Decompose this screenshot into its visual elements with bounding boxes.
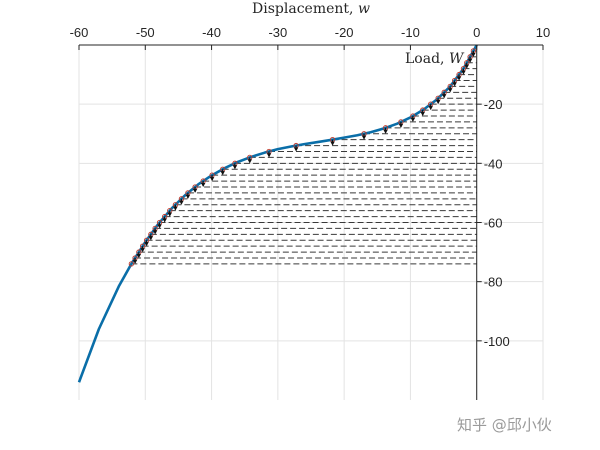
load-step-arrowhead bbox=[136, 254, 142, 258]
watermark-text: 知乎 @邱小伙 bbox=[457, 416, 552, 434]
load-step-arrowhead bbox=[192, 188, 198, 193]
load-step-arrowhead bbox=[247, 159, 252, 164]
load-step-arrowhead bbox=[232, 165, 238, 170]
load-step-arrowhead bbox=[209, 177, 215, 182]
y-tick-label: -60 bbox=[484, 216, 503, 231]
load-step-arrowhead bbox=[266, 153, 272, 158]
x-ticks: -60 -50 -40 -30 -20 -10 0 10 bbox=[70, 25, 550, 50]
load-step-arrowhead bbox=[330, 141, 335, 146]
x-tick-label: -40 bbox=[202, 25, 221, 40]
load-step-arrowhead bbox=[398, 123, 404, 128]
load-step-markers bbox=[128, 48, 477, 267]
load-step-arrowhead bbox=[441, 94, 447, 99]
x-axis-title: Displacement, w bbox=[252, 1, 370, 17]
y-axis-title-text: Load, bbox=[405, 51, 449, 67]
load-step-lines bbox=[131, 50, 477, 265]
load-step-arrowhead bbox=[179, 200, 184, 205]
y-axis-title: Load, W bbox=[405, 51, 465, 67]
load-step-arrowhead bbox=[200, 183, 206, 187]
load-step-arrowhead bbox=[220, 171, 225, 176]
y-ticks: -20 -40 -60 -80 -100 bbox=[476, 97, 510, 349]
load-step-arrowhead bbox=[185, 194, 191, 199]
x-axis-title-symbol: w bbox=[358, 1, 370, 17]
load-step-arrowhead bbox=[420, 112, 425, 116]
x-axis-title-text: Displacement, bbox=[252, 1, 358, 17]
load-step-arrowhead bbox=[448, 88, 453, 93]
x-tick-label: -50 bbox=[136, 25, 155, 40]
load-step-arrowhead bbox=[157, 224, 162, 229]
x-tick-label: -20 bbox=[335, 25, 354, 40]
x-tick-label: -60 bbox=[70, 25, 89, 40]
load-step-arrowhead bbox=[361, 135, 367, 140]
load-step-arrowhead bbox=[152, 230, 158, 235]
load-step-arrowhead bbox=[132, 259, 138, 264]
load-step-arrowhead bbox=[461, 70, 466, 75]
load-step-arrowhead bbox=[464, 64, 469, 69]
load-step-marker bbox=[128, 261, 135, 267]
load-step-arrowhead bbox=[167, 212, 172, 217]
load-step-arrowhead bbox=[428, 106, 433, 111]
load-step-arrowhead bbox=[435, 100, 441, 105]
load-step-arrowhead bbox=[293, 147, 299, 152]
y-axis-title-symbol: W bbox=[449, 51, 465, 67]
load-step-arrowhead bbox=[410, 117, 416, 122]
x-tick-label: -30 bbox=[268, 25, 287, 40]
x-tick-label: 10 bbox=[536, 25, 550, 40]
load-step-arrowhead bbox=[467, 58, 473, 63]
load-step-arrowhead bbox=[148, 236, 154, 241]
y-tick-label: -20 bbox=[484, 97, 503, 112]
x-tick-label: -10 bbox=[401, 25, 420, 40]
y-tick-label: -80 bbox=[484, 275, 503, 290]
load-step-arrowhead bbox=[456, 76, 462, 81]
load-step-arrowhead bbox=[162, 218, 167, 223]
load-step-arrowhead bbox=[173, 206, 178, 211]
load-step-arrowhead bbox=[140, 248, 145, 253]
load-step-arrowhead bbox=[383, 129, 388, 134]
load-step-arrowhead bbox=[452, 82, 457, 87]
load-step-arrowhead bbox=[144, 242, 149, 247]
y-tick-label: -40 bbox=[484, 156, 503, 171]
load-step-arrowhead bbox=[471, 52, 476, 57]
y-tick-label: -100 bbox=[484, 334, 510, 349]
x-tick-label: 0 bbox=[473, 25, 480, 40]
